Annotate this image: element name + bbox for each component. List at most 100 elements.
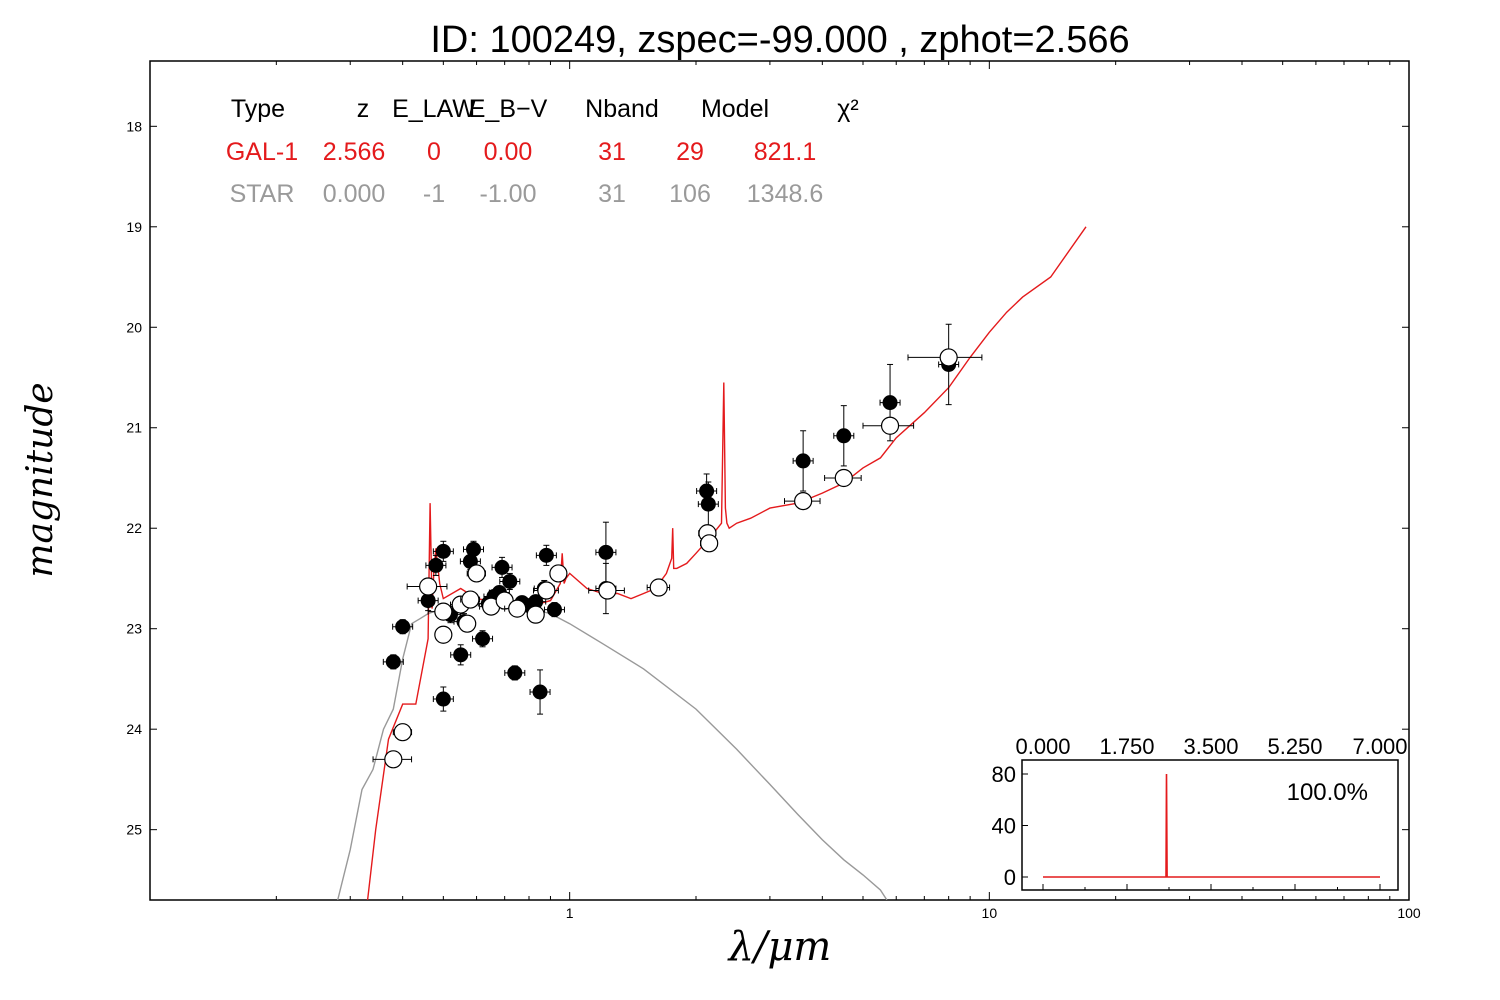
fit-table-header-cell: z xyxy=(357,95,370,123)
model-point xyxy=(434,625,453,644)
fit-table-header-cell: Nband xyxy=(585,95,659,123)
model-marker xyxy=(461,590,480,609)
inset-frame xyxy=(1021,759,1399,891)
model-point xyxy=(824,468,862,488)
inset-x-tick-label: 0.000 xyxy=(1015,734,1070,759)
fit-table-cell: GAL-1 xyxy=(226,138,298,166)
model-point xyxy=(783,491,821,511)
observed-point xyxy=(529,669,551,715)
observed-marker xyxy=(546,602,562,618)
fit-table-cell: -1.00 xyxy=(480,180,537,208)
observed-marker xyxy=(435,543,451,559)
fit-table-cell: 31 xyxy=(598,180,626,208)
fit-table-header-cell: E_LAW xyxy=(392,95,476,123)
model-point xyxy=(504,599,530,618)
inset-x-tick-label: 3.500 xyxy=(1183,734,1238,759)
fit-table-cell: STAR xyxy=(230,180,295,208)
observed-point xyxy=(833,405,855,467)
observed-marker xyxy=(700,496,716,512)
observed-marker xyxy=(882,395,898,411)
fit-table-cell: 2.566 xyxy=(323,138,386,166)
main-plot: ID: 100249, zspec=-99.000 , zphot=2.566 1… xyxy=(20,19,1421,970)
inset-x-tick-label: 5.250 xyxy=(1267,734,1322,759)
model-marker xyxy=(649,578,668,597)
model-marker xyxy=(939,348,958,367)
model-marker xyxy=(834,468,853,488)
model-point xyxy=(458,614,477,633)
observed-point xyxy=(697,481,719,527)
fit-table-row: GAL-1 2.566 0 0.00 31 29 821.1 xyxy=(226,138,816,166)
y-tick-label: 22 xyxy=(126,520,142,536)
fit-table-cell: -1 xyxy=(423,180,445,208)
observed-point xyxy=(543,602,565,618)
observed-marker xyxy=(475,631,491,647)
observed-point xyxy=(450,644,472,666)
inset-y-tick-label: 80 xyxy=(992,762,1016,787)
y-tick-label: 21 xyxy=(126,420,142,436)
fit-table-header-cell: χ² xyxy=(837,95,858,123)
model-marker xyxy=(794,491,813,511)
model-marker xyxy=(384,750,403,769)
observed-point xyxy=(525,594,547,610)
inset-y-tick-label: 0 xyxy=(1004,865,1016,890)
model-point xyxy=(466,564,486,583)
star-template-line xyxy=(337,602,888,900)
fit-table-cell: 821.1 xyxy=(754,138,817,166)
observed-marker xyxy=(466,541,482,557)
observed-marker xyxy=(538,547,554,563)
observed-marker xyxy=(385,654,401,670)
observed-marker xyxy=(699,483,715,499)
model-marker xyxy=(434,625,453,644)
observed-point xyxy=(491,556,513,578)
model-point xyxy=(526,605,545,624)
model-marker xyxy=(549,564,568,583)
fit-table-header-cell: Type xyxy=(231,95,285,123)
observed-point xyxy=(504,665,526,681)
model-point xyxy=(460,590,481,609)
fit-table-cell: 106 xyxy=(669,180,711,208)
model-marker xyxy=(880,416,900,435)
fit-table-cell: 0 xyxy=(427,138,441,166)
model-marker xyxy=(434,602,453,621)
observed-point xyxy=(425,554,447,576)
x-axis-label: λ/μm xyxy=(727,924,832,970)
observed-marker xyxy=(598,544,614,560)
observed-point xyxy=(382,654,404,670)
y-tick-label: 25 xyxy=(126,822,142,838)
model-marker xyxy=(458,614,477,633)
inset-x-tick-label: 7.000 xyxy=(1352,734,1407,759)
fit-table-row: STAR 0.000 -1 -1.00 31 106 1348.6 xyxy=(230,180,824,208)
fit-table-cell: 29 xyxy=(676,138,704,166)
observed-point xyxy=(432,686,454,712)
fit-table-header-cell: E_B−V xyxy=(469,95,548,123)
y-tick-label: 24 xyxy=(126,721,142,737)
model-point xyxy=(646,578,671,597)
model-point xyxy=(588,581,625,600)
inset-x-tick-label: 1.750 xyxy=(1099,734,1154,759)
fit-table-cell: 0.000 xyxy=(323,180,386,208)
y-tick-label: 23 xyxy=(126,621,142,637)
data-layer xyxy=(337,226,1087,900)
x-tick-label: 1 xyxy=(566,905,574,921)
model-marker xyxy=(393,723,412,742)
x-tick-label: 10 xyxy=(982,905,998,921)
model-marker xyxy=(700,534,719,553)
inset-percent-label: 100.0% xyxy=(1287,779,1368,806)
inset-pdf-line xyxy=(1043,773,1380,878)
observed-point xyxy=(432,540,454,562)
model-point xyxy=(549,564,568,583)
observed-point xyxy=(792,430,814,492)
model-point xyxy=(862,416,915,435)
model-marker xyxy=(537,581,556,600)
y-tick-label: 19 xyxy=(126,219,142,235)
y-axis-label: magnitude xyxy=(20,382,61,577)
inset-photoz-pdf: 0.000 1.750 3.500 5.250 7.000 80 40 0 100.0% xyxy=(992,734,1408,891)
observed-marker xyxy=(420,593,436,609)
observed-marker xyxy=(453,647,469,663)
observed-point xyxy=(535,544,557,566)
plot-frame xyxy=(149,60,1410,901)
observed-marker xyxy=(836,428,852,444)
x-tick-label: 100 xyxy=(1397,905,1421,921)
